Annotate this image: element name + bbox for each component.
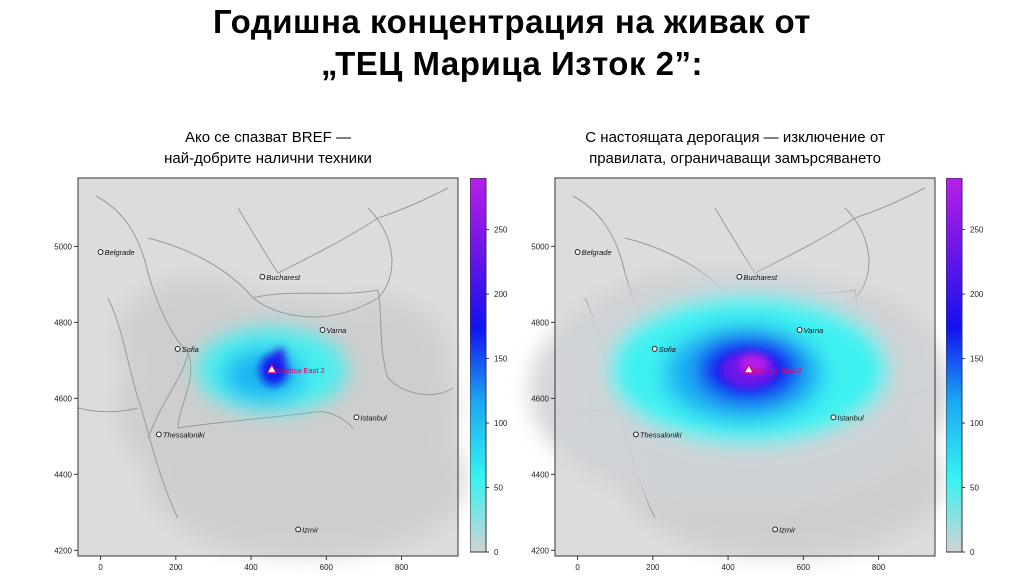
colorbar-tick-label: 200: [494, 290, 508, 299]
map-frame: [554, 177, 936, 557]
right-subtitle-line-2: правилата, ограничаващи замърсяването: [589, 150, 881, 167]
colorbar-tick-label: 0: [970, 548, 975, 556]
left-colorbar: 050100150200250mg/ha/yr: [456, 177, 530, 557]
colorbar-tick-label: 150: [494, 355, 508, 364]
map-svg: 0 200 400 600 800 4200 4400 4600 4800 5000 Belgrad…: [528, 177, 949, 572]
city-label: Sofia: [659, 345, 676, 354]
city-marker: [174, 346, 181, 352]
city-label: Varna: [804, 326, 824, 335]
power-plant-marker: [743, 363, 755, 374]
city-marker: [632, 431, 639, 438]
x-tick-label: 400: [244, 563, 258, 572]
y-tick-label: 4200: [531, 546, 549, 555]
y-tick-label: 5000: [54, 242, 72, 251]
x-tick-label: 200: [646, 563, 660, 572]
city-marker: [772, 526, 778, 533]
colorbar-tick-label: 250: [970, 226, 984, 235]
colorbar-gradient: [945, 177, 963, 553]
x-tick-label: 600: [320, 563, 334, 572]
city-label: Bucharest: [743, 273, 778, 282]
map-frame: [77, 177, 459, 557]
x-tick-label: 0: [575, 563, 580, 572]
y-tick-label: 4600: [531, 394, 549, 403]
right-subtitle-line-1: С настоящата дерогация — изключение от: [585, 129, 885, 146]
city-label: Istanbul: [360, 413, 387, 422]
colorbar-tick-label: 100: [970, 419, 984, 428]
colorbar-svg: 050100150200250mg/ha/yr: [456, 177, 508, 557]
power-plant-label: Maritsa East 2: [277, 366, 325, 375]
colorbar-svg: 050100150200250mg/ha/yr: [932, 177, 984, 557]
x-tick-label: 200: [169, 563, 183, 572]
x-tick-label: 0: [98, 563, 103, 572]
city-marker: [796, 327, 803, 333]
city-marker: [830, 414, 837, 421]
y-tick-label: 4600: [54, 394, 72, 403]
right-panel-subtitle: С настоящата дерогация — изключение от п…: [540, 127, 930, 169]
y-tick-label: 4200: [54, 546, 72, 555]
x-tick-label: 800: [872, 563, 886, 572]
city-marker: [319, 327, 326, 333]
colorbar-tick-label: 250: [494, 226, 508, 235]
y-tick-label: 4800: [54, 318, 72, 327]
power-plant-label: Maritsa East 2: [754, 366, 802, 375]
city-marker: [353, 414, 360, 421]
colorbar-tick-label: 50: [494, 484, 503, 493]
city-label: Izmir: [302, 525, 319, 534]
city-marker: [574, 249, 581, 255]
page-title-line-2: „ТЕЦ Марица Изток 2”:: [321, 45, 703, 82]
left-subtitle-line-2: най-добрите налични техники: [164, 150, 372, 167]
x-tick-label: 800: [395, 563, 409, 572]
colorbar-tick-label: 100: [494, 419, 508, 428]
city-label: Izmir: [779, 525, 796, 534]
y-tick-label: 4400: [531, 470, 549, 479]
colorbar-tick-label: 0: [494, 548, 499, 556]
y-tick-label: 4800: [531, 318, 549, 327]
left-subtitle-line-1: Ако се спазват BREF —: [185, 129, 351, 146]
city-marker: [259, 273, 266, 280]
right-concentration-map: 0 200 400 600 800 4200 4400 4600 4800 5000 Belgrad…: [528, 177, 949, 572]
city-marker: [295, 526, 301, 533]
city-label: Belgrade: [582, 248, 612, 257]
city-label: Varna: [327, 326, 347, 335]
city-label: Belgrade: [105, 248, 135, 257]
colorbar-tick-label: 200: [970, 290, 984, 299]
city-label: Bucharest: [266, 273, 301, 282]
colorbar-tick-label: 50: [970, 484, 979, 493]
right-colorbar: 050100150200250mg/ha/yr: [932, 177, 1006, 557]
power-plant-marker: [266, 363, 278, 374]
x-tick-label: 400: [721, 563, 735, 572]
country-borders: [77, 187, 454, 519]
city-label: Istanbul: [837, 413, 864, 422]
city-marker: [736, 273, 743, 280]
x-tick-label: 600: [797, 563, 811, 572]
colorbar-gradient: [469, 177, 487, 553]
city-label: Thessaloniki: [163, 430, 205, 439]
left-panel-subtitle: Ако се спазват BREF — най-добрите наличн…: [78, 127, 458, 169]
y-tick-label: 4400: [54, 470, 72, 479]
city-label: Sofia: [182, 345, 199, 354]
city-label: Thessaloniki: [640, 430, 682, 439]
city-marker: [97, 249, 104, 255]
city-marker: [155, 431, 162, 438]
map-svg: 0 200 400 600 800 4200 4400 4600 4800 5000 Belgrad…: [54, 177, 468, 572]
y-tick-label: 5000: [531, 242, 549, 251]
colorbar-tick-label: 150: [970, 355, 984, 364]
city-marker: [651, 346, 658, 352]
page-title-line-1: Годишна концентрация на живак от: [213, 3, 811, 40]
left-concentration-map: 0 200 400 600 800 4200 4400 4600 4800 5000 Belgrad…: [54, 177, 468, 572]
mercury-plume: [528, 269, 949, 510]
